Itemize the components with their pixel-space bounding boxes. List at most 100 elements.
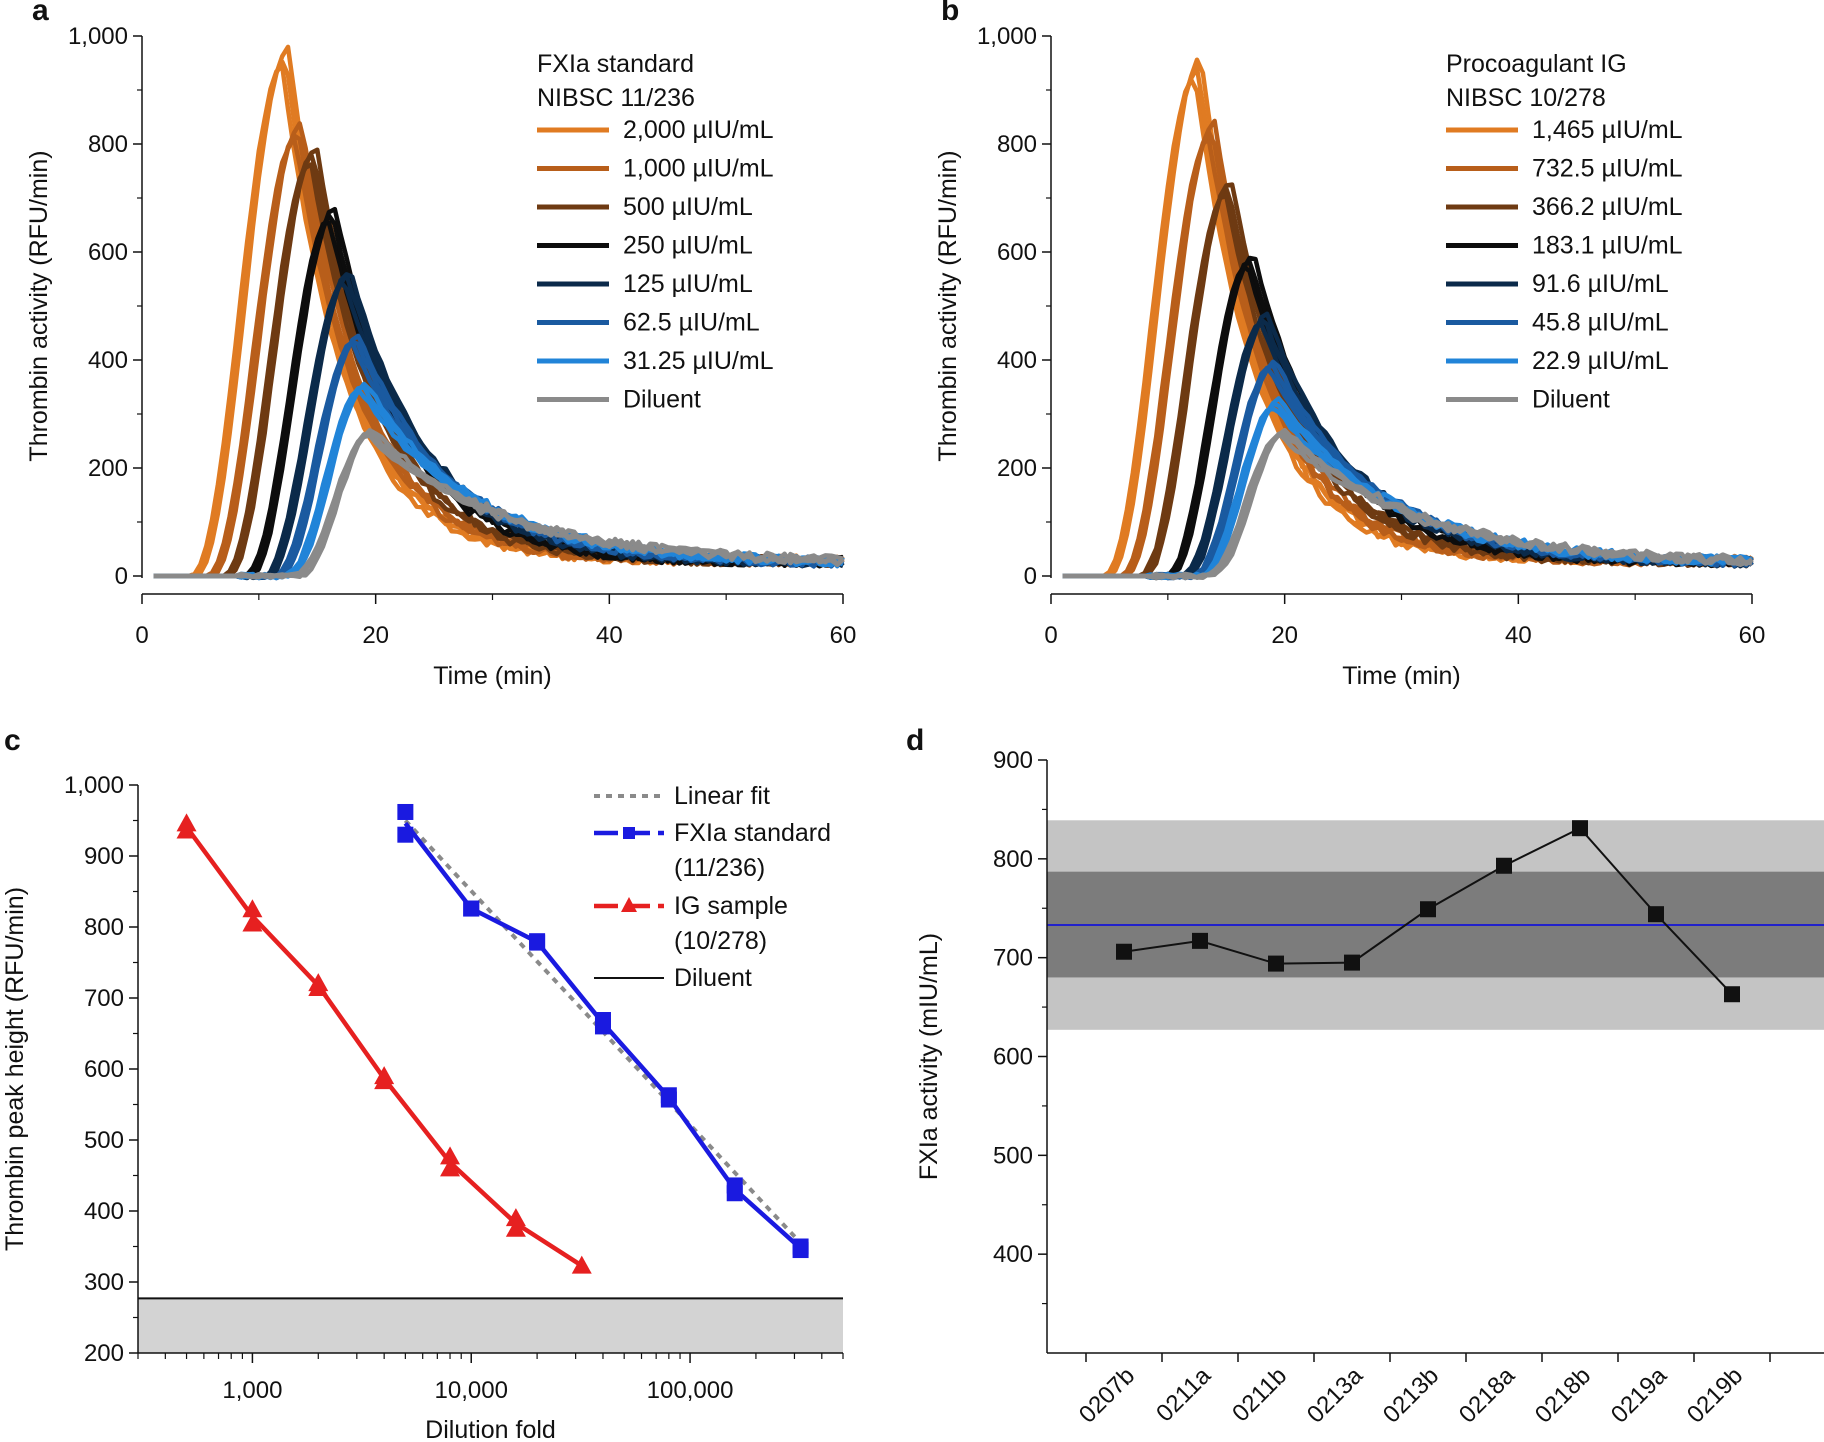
legend-label: 183.1 µIU/mL [1532, 232, 1683, 260]
x-tick-label: 0207b [1074, 1362, 1140, 1428]
y-tick-label: 900 [84, 843, 124, 870]
x-axis-label: Dilution fold [425, 1416, 556, 1442]
legend-label: (11/236) [674, 854, 765, 882]
x-tick-label: 60 [830, 622, 857, 649]
legend-label: Diluent [674, 964, 752, 992]
data-point [792, 1242, 809, 1259]
panel-letter: a [32, 0, 49, 27]
y-tick-label: 800 [993, 846, 1033, 873]
y-tick-label: 400 [88, 347, 128, 374]
legend-label: 45.8 µIU/mL [1532, 309, 1669, 337]
legend-marker-square [623, 827, 635, 839]
data-point [726, 1185, 743, 1202]
x-tick-label: 0218a [1454, 1362, 1521, 1429]
x-tick-label: 40 [596, 622, 623, 649]
legend-label: 62.5 µIU/mL [623, 309, 760, 337]
data-point [1192, 932, 1208, 949]
y-tick-label: 200 [84, 1340, 124, 1367]
y-tick-label: 400 [997, 347, 1037, 374]
y-axis-label: Thrombin activity (RFU/min) [25, 150, 53, 461]
legend-label: 366.2 µIU/mL [1532, 193, 1683, 221]
y-tick-label: 700 [993, 945, 1033, 972]
data-point [463, 900, 480, 917]
series-line [184, 825, 584, 1268]
legend-label: IG sample [674, 892, 788, 920]
legend-title: NIBSC 10/278 [1446, 84, 1606, 112]
y-tick-label: 0 [115, 563, 128, 590]
series-line [1062, 427, 1754, 581]
x-tick-label: 40 [1505, 622, 1532, 649]
y-tick-label: 200 [997, 455, 1037, 482]
x-axis-label: Time (min) [433, 662, 552, 690]
legend-label: 1,000 µIU/mL [623, 155, 774, 183]
y-tick-label: 1,000 [64, 772, 124, 799]
data-point [505, 1208, 526, 1227]
legend-label: Linear fit [674, 782, 770, 810]
data-point [440, 1146, 461, 1165]
legend-label: 500 µIU/mL [623, 193, 753, 221]
legend-title: Procoagulant IG [1446, 50, 1627, 78]
legend-label: (10/278) [674, 927, 767, 955]
series-fxia [397, 803, 809, 1259]
y-tick-label: 400 [993, 1241, 1033, 1268]
y-tick-label: 800 [997, 131, 1037, 158]
y-tick-label: 300 [84, 1269, 124, 1296]
panel-a: a 0 200 400 600 800 1,000 0 20 40 60 Time (min) Thro… [25, 0, 856, 690]
data-point [1116, 943, 1132, 960]
legend-title: FXIa standard [537, 50, 694, 78]
x-tick-label: 10,000 [435, 1377, 508, 1404]
legend-marker-triangle [621, 897, 637, 912]
data-point [1496, 857, 1512, 874]
x-tick-label: 0218b [1530, 1362, 1596, 1428]
legend-label: 732.5 µIU/mL [1532, 155, 1683, 183]
series-ig [176, 813, 592, 1274]
series-line [153, 428, 845, 580]
legend-label: Diluent [623, 386, 701, 414]
data-point [1344, 954, 1360, 971]
data-point [1268, 955, 1284, 972]
x-tick-label: 0 [135, 622, 148, 649]
data-point [242, 913, 263, 932]
data-point [1572, 820, 1588, 837]
x-tick-label: 1,000 [222, 1377, 282, 1404]
legend-label: Diluent [1532, 386, 1610, 414]
x-tick-label: 20 [362, 622, 389, 649]
y-tick-label: 600 [88, 239, 128, 266]
x-tick-label: 0211a [1151, 1362, 1216, 1427]
legend-title: NIBSC 11/236 [537, 84, 695, 112]
data-point [397, 826, 414, 843]
data-point [505, 1218, 526, 1237]
y-axis-label: Thrombin peak height (RFU/min) [1, 887, 29, 1251]
legend-label: 22.9 µIU/mL [1532, 347, 1669, 375]
data-point [308, 978, 329, 997]
y-tick-label: 200 [88, 455, 128, 482]
data-point [1420, 901, 1436, 918]
panel-letter: b [941, 0, 959, 27]
y-axis-label: FXIa activity (mIU/mL) [915, 933, 943, 1180]
y-axis-label: Thrombin activity (RFU/min) [934, 150, 962, 461]
data-point [374, 1071, 395, 1090]
x-tick-label: 0 [1044, 622, 1057, 649]
legend-label: 125 µIU/mL [623, 270, 753, 298]
legend-label: 31.25 µIU/mL [623, 347, 774, 375]
series-7 [1062, 427, 1754, 581]
panel-b: b 0 200 400 600 800 1,000 0 20 40 60 Time (min) Thro… [934, 0, 1765, 690]
data-point [529, 934, 546, 951]
x-tick-label: 60 [1739, 622, 1766, 649]
x-axis-label: Time (min) [1342, 662, 1461, 690]
data-point [397, 803, 414, 820]
x-tick-label: 20 [1271, 622, 1298, 649]
data-point [1724, 986, 1740, 1003]
x-tick-label: 0219a [1606, 1362, 1673, 1429]
y-tick-label: 400 [84, 1198, 124, 1225]
x-tick-label: 0213a [1302, 1362, 1369, 1429]
data-point [594, 1018, 611, 1035]
x-tick-label: 0219b [1682, 1362, 1748, 1428]
panel-c: c 200 300 400 500 600 700 800 900 1,000 1,000 10,00… [1, 724, 844, 1442]
legend-label: 2,000 µIU/mL [623, 116, 774, 144]
panel-letter: d [906, 724, 924, 757]
data-point [176, 820, 197, 839]
y-tick-label: 500 [84, 1127, 124, 1154]
